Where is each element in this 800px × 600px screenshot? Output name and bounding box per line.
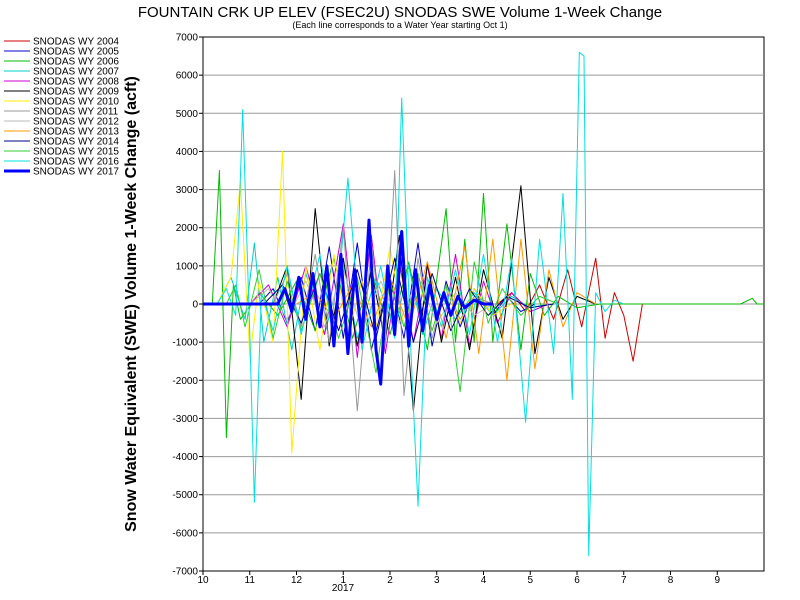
axes: 7000 6000 5000 4000 3000 2000 1000 0 -1000 -2000 -… bbox=[172, 33, 720, 587]
x-tick-label: 8 bbox=[668, 575, 674, 586]
legend-entry: SNODAS WY 2017 bbox=[33, 167, 119, 178]
legend-entry: SNODAS WY 2015 bbox=[33, 147, 119, 158]
legend-entry: SNODAS WY 2016 bbox=[33, 157, 119, 168]
y-tick-label: -5000 bbox=[172, 490, 198, 501]
y-tick-label: -7000 bbox=[172, 567, 198, 578]
legend-entry: SNODAS WY 2004 bbox=[33, 37, 119, 48]
y-tick-label: 3000 bbox=[176, 185, 199, 196]
y-tick-label: 2000 bbox=[176, 223, 199, 234]
y-tick-label: 7000 bbox=[176, 33, 199, 44]
y-tick-label: -6000 bbox=[172, 528, 198, 539]
x-tick-label: 5 bbox=[527, 575, 533, 586]
x-tick-label: 6 bbox=[574, 575, 580, 586]
x-tick-label: 4 bbox=[481, 575, 487, 586]
x-tick-label: 7 bbox=[621, 575, 627, 586]
x-tick-label: 12 bbox=[291, 575, 303, 586]
legend-entry: SNODAS WY 2008 bbox=[33, 77, 119, 88]
y-tick-label: -3000 bbox=[172, 414, 198, 425]
x-tick-label: 2 bbox=[387, 575, 393, 586]
series-lines bbox=[203, 51, 764, 557]
x-tick-label: 10 bbox=[197, 575, 209, 586]
x-axis-year-label: 2017 bbox=[332, 583, 355, 594]
legend-entry: SNODAS WY 2010 bbox=[33, 97, 119, 108]
y-tick-label: 0 bbox=[192, 300, 198, 311]
y-axis-label: Snow Water Equivalent (SWE) Volume 1-Wee… bbox=[123, 76, 140, 532]
y-tick-label: 6000 bbox=[176, 71, 199, 82]
x-tick-label: 9 bbox=[714, 575, 720, 586]
legend-entry: SNODAS WY 2014 bbox=[33, 137, 119, 148]
legend-entry: SNODAS WY 2005 bbox=[33, 47, 119, 58]
x-tick-label: 1 bbox=[340, 575, 346, 586]
series-line-7 bbox=[272, 170, 493, 412]
legend-entry: SNODAS WY 2007 bbox=[33, 67, 119, 78]
legend-entry: SNODAS WY 2011 bbox=[33, 107, 119, 118]
legend-entry: SNODAS WY 2009 bbox=[33, 87, 119, 98]
legend-entry: SNODAS WY 2012 bbox=[33, 117, 119, 128]
series-line-13 bbox=[203, 218, 493, 386]
y-tick-label: -2000 bbox=[172, 376, 198, 387]
legend-entry: SNODAS WY 2013 bbox=[33, 127, 119, 138]
chart-subtitle: (Each line corresponds to a Water Year s… bbox=[292, 20, 507, 30]
y-tick-label: 1000 bbox=[176, 261, 199, 272]
y-tick-label: -1000 bbox=[172, 338, 198, 349]
y-tick-label: 5000 bbox=[176, 109, 199, 120]
y-tick-label: -4000 bbox=[172, 452, 198, 463]
legend-entry: SNODAS WY 2006 bbox=[33, 57, 119, 68]
x-tick-label: 11 bbox=[245, 575, 256, 586]
y-tick-label: 4000 bbox=[176, 147, 199, 158]
chart-title: FOUNTAIN CRK UP ELEV (FSEC2U) SNODAS SWE… bbox=[138, 4, 662, 21]
series-line-12 bbox=[216, 51, 624, 557]
x-tick-label: 3 bbox=[434, 575, 440, 586]
